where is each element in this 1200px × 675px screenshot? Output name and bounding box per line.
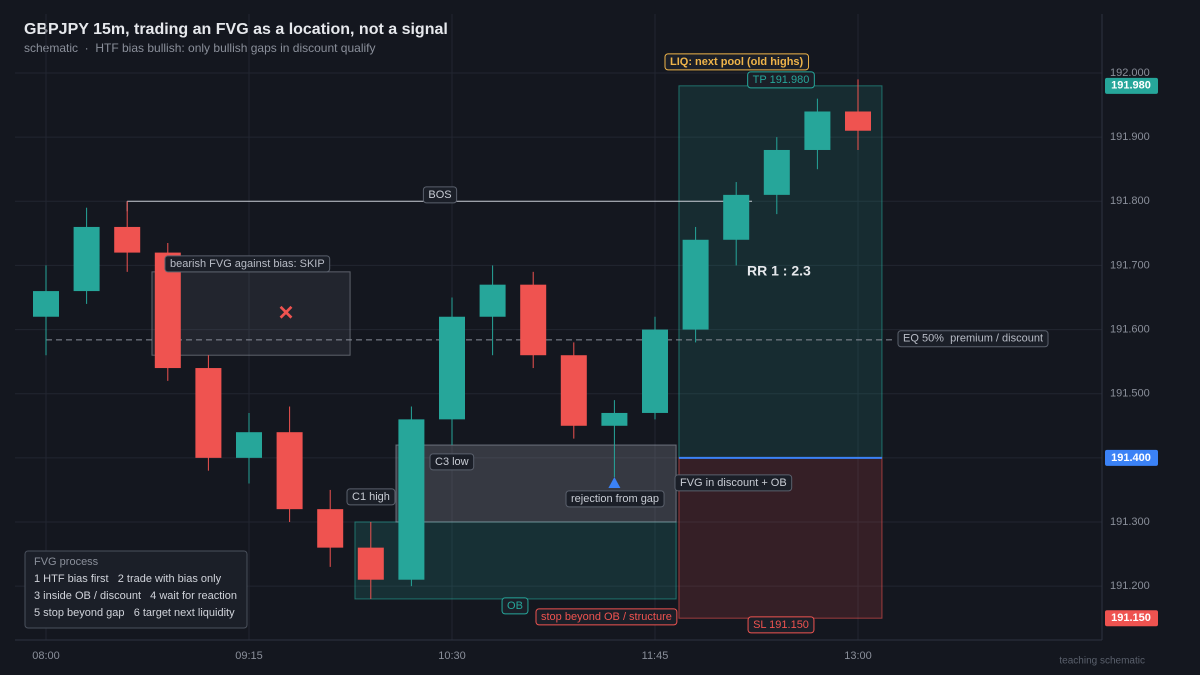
footer: teaching schematic [1059,656,1145,667]
candle-body [357,547,384,580]
process-box [24,550,248,629]
candle-body [479,284,506,317]
note: rejection from gap [571,493,659,505]
candle-body [33,291,59,317]
note: stop beyond OB / structure [541,611,672,623]
skip-marker: ✕ [278,302,295,324]
bos-label-box [422,186,458,204]
zone-label: bearish FVG against bias: SKIP [170,258,325,270]
zone-label-box [164,255,331,273]
candle-body [682,239,709,330]
candle-body [763,149,790,195]
x-tick-label: 08:00 [32,650,60,662]
candle-body [114,226,141,253]
price-tag-label: 191.150 [1111,612,1151,624]
y-tick-label: 191.900 [1110,131,1150,143]
zone [151,271,351,356]
note: C1 high [352,491,390,503]
candle-body [73,226,100,292]
y-tick-label: 191.600 [1110,323,1150,335]
note-box [664,53,810,71]
candle-body [520,284,547,356]
price-tag [1105,77,1158,94]
process-line: 1 HTF bias first 2 trade with bias only [34,573,222,585]
candle-body [601,412,628,426]
process-title: FVG process [34,556,99,568]
zone-label-box [674,474,793,492]
price-tag [1105,610,1158,627]
process-line: 3 inside OB / discount 4 wait for reacti… [34,590,237,602]
y-tick-label: 191.300 [1110,516,1150,528]
zone [678,85,883,459]
chart-title: GBPJPY 15m, trading an FVG as a location… [24,21,448,38]
y-tick-label: 192.000 [1110,67,1150,79]
candle-body [236,432,262,458]
note-box [429,453,475,471]
note-box [565,490,665,508]
price-tag [1105,449,1158,466]
rr-label: RR 1 : 2.3 [747,263,811,279]
candle-body [195,368,222,458]
y-tick-label: 191.800 [1110,195,1150,207]
chart-subtitle: schematic · HTF bias bullish: only bulli… [24,41,376,55]
candle-body [804,111,831,150]
price-tag-label: 191.980 [1111,80,1151,92]
y-tick-label: 191.700 [1110,259,1150,271]
candle-body [723,194,750,240]
zone-label: TP 191.980 [753,74,810,86]
note-box [346,488,396,506]
zone-label-box [747,71,815,89]
x-tick-label: 09:15 [235,650,263,662]
zone-label-box [501,597,529,615]
note: C3 low [435,456,469,468]
note: LIQ: next pool (old highs) [670,56,804,68]
candle-body [276,432,303,510]
candle-body [439,316,465,420]
eq-label: EQ 50% premium / discount [903,333,1043,345]
zone-label: SL 191.150 [753,619,809,631]
rejection-marker [608,477,621,488]
zone-label: OB [507,600,523,612]
zone-label-box [747,616,815,634]
candle-body [317,509,344,548]
y-tick-label: 191.200 [1110,580,1150,592]
x-tick-label: 13:00 [844,650,872,662]
x-tick-label: 10:30 [438,650,466,662]
zone-label: FVG in discount + OB [680,477,787,489]
price-tag-label: 191.400 [1111,452,1151,464]
eq-label-box [897,330,1049,348]
candle-body [398,419,425,580]
candle-body [560,355,587,426]
note-box [535,608,678,626]
candle-body [845,111,871,131]
y-tick-label: 191.500 [1110,388,1150,400]
candle-body [642,329,668,413]
x-tick-label: 11:45 [642,650,669,662]
process-line: 5 stop beyond gap 6 target next liquidit… [34,607,235,619]
bos-label: BOS [428,189,451,201]
